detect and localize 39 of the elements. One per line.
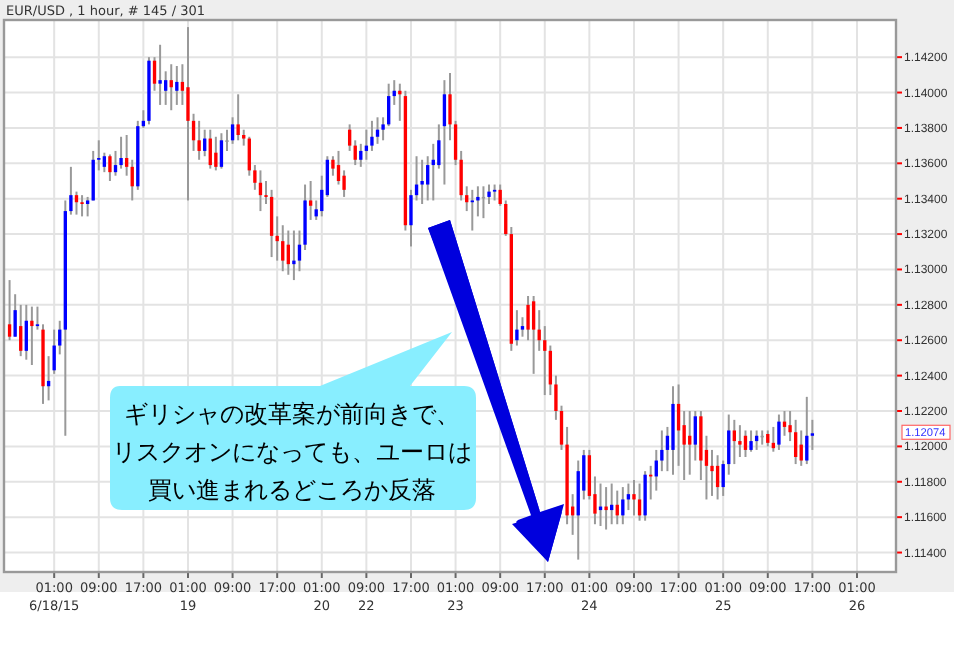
candlestick	[219, 132, 224, 170]
candlestick	[370, 119, 374, 152]
candlestick	[793, 418, 798, 466]
candlestick	[186, 26, 190, 202]
candlestick	[80, 194, 84, 218]
candlestick	[30, 305, 34, 366]
candlestick	[331, 155, 335, 177]
candlestick	[108, 153, 112, 182]
candlestick	[308, 180, 313, 221]
candlestick	[197, 119, 201, 161]
candlestick	[515, 309, 519, 347]
candlestick	[531, 295, 536, 375]
candlestick	[526, 295, 530, 342]
candlestick	[749, 429, 753, 453]
candlestick	[632, 479, 636, 517]
candlestick	[621, 486, 625, 526]
candlestick	[269, 188, 274, 259]
candlestick	[420, 158, 424, 205]
candlestick	[236, 93, 240, 142]
candlestick	[175, 65, 179, 106]
candlestick	[520, 316, 525, 338]
candlestick	[442, 79, 447, 186]
candlestick	[281, 224, 285, 273]
candlestick	[777, 413, 781, 451]
candlestick	[688, 410, 692, 476]
candlestick	[119, 135, 123, 170]
candlestick	[19, 303, 23, 358]
candlestick	[604, 486, 608, 531]
candlestick	[671, 385, 675, 476]
candlestick	[738, 424, 742, 458]
candlestick	[481, 185, 486, 220]
candlestick	[292, 229, 296, 282]
candlestick	[643, 470, 647, 522]
candlestick	[158, 43, 162, 106]
candlestick	[214, 135, 218, 172]
candlestick	[470, 188, 474, 232]
candlestick	[805, 395, 809, 466]
annotation: ギリシャの改革案が前向きで、リスクオンになっても、ユーロは買い進まれるどころか反落	[112, 400, 472, 504]
candlestick	[7, 279, 12, 342]
